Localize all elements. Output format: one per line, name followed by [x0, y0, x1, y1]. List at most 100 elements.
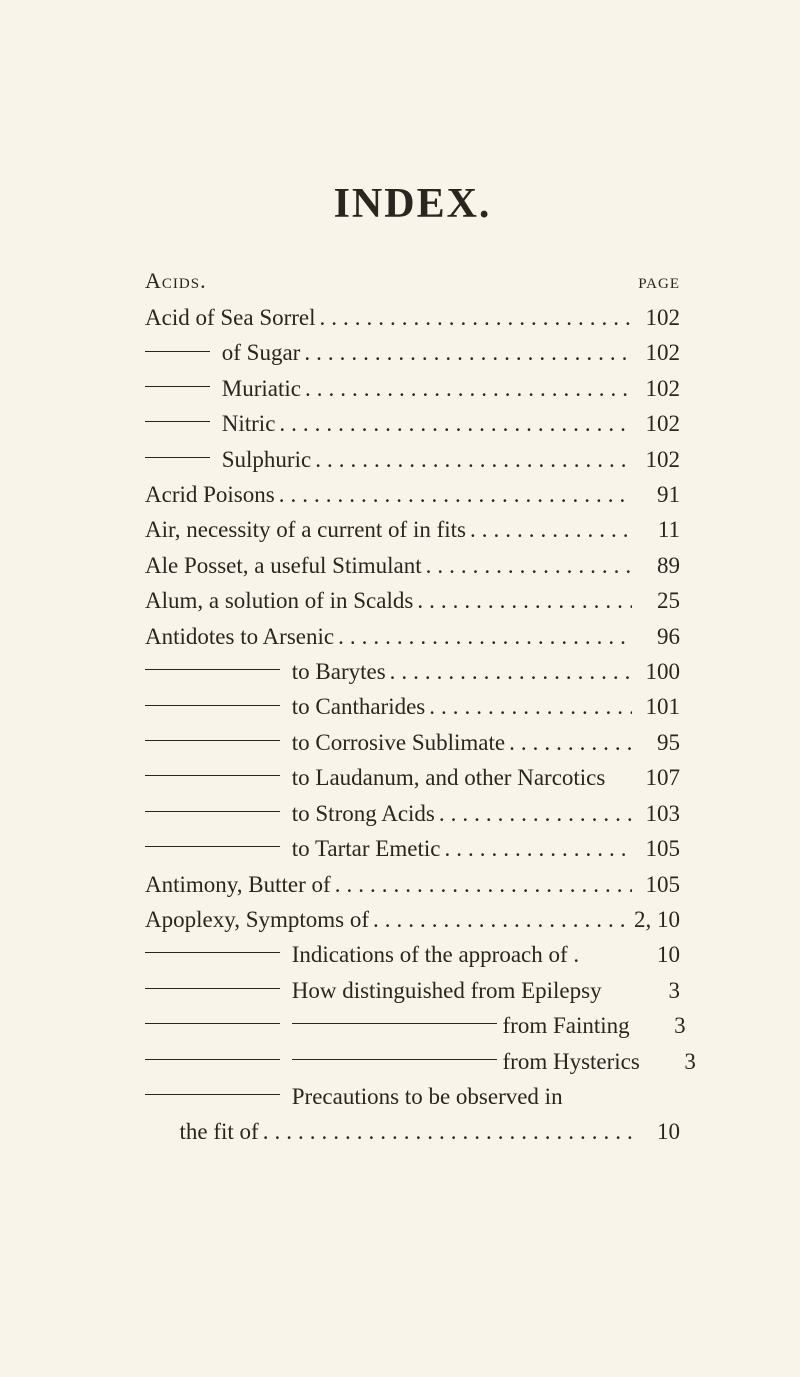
dot-leader: ........................................…: [413, 583, 632, 618]
dot-leader: ........................................…: [301, 371, 632, 406]
index-row: Acrid Poisons...........................…: [145, 477, 680, 512]
index-row: to Strong Acids.........................…: [145, 796, 680, 831]
entry-text: to Cantharides: [145, 689, 425, 724]
header-page: page: [638, 268, 680, 294]
ditto-dash: [145, 1059, 280, 1060]
page-number: 89: [632, 548, 680, 583]
page-number: 95: [632, 725, 680, 760]
index-row: Antidotes to Arsenic....................…: [145, 619, 680, 654]
ditto-dash: [145, 669, 280, 670]
index-row: How distinguished from Epilepsy3: [145, 973, 680, 1008]
entry-text: to Tartar Emetic: [145, 831, 440, 866]
ditto-dash: [145, 457, 210, 458]
entry-text-segment: to Corrosive Sublimate: [286, 730, 505, 755]
ditto-dash: [145, 351, 210, 352]
page-number: 91: [632, 477, 680, 512]
page-number: 102: [632, 371, 680, 406]
ditto-dash: [292, 1023, 497, 1024]
index-row: Air, necessity of a current of in fits..…: [145, 512, 680, 547]
dot-leader: ........................................…: [425, 689, 632, 724]
entry-text: of Sugar: [145, 335, 300, 370]
dot-leader: ........................................…: [386, 654, 632, 689]
dot-leader: ........................................…: [505, 725, 632, 760]
page-number: 102: [632, 300, 680, 335]
ditto-dash: [145, 775, 280, 776]
entry-text-segment: Acid of Sea Sorrel: [145, 305, 316, 330]
entry-text: to Laudanum, and other Narcotics: [145, 760, 605, 795]
page-number: 10: [632, 937, 680, 972]
entry-text: to Corrosive Sublimate: [145, 725, 505, 760]
entry-text: Alum, a solution of in Scalds: [145, 583, 413, 618]
entry-text-segment: the fit of: [145, 1119, 259, 1144]
dot-leader: ........................................…: [422, 548, 632, 583]
entry-text-segment: Antidotes to Arsenic: [145, 624, 334, 649]
entry-text-segment: [286, 1013, 292, 1038]
index-row: Antimony, Butter of.....................…: [145, 867, 680, 902]
index-row: Muriatic................................…: [145, 371, 680, 406]
dot-leader: ........................................…: [300, 335, 632, 370]
entry-text: Acid of Sea Sorrel: [145, 300, 316, 335]
entry-text-segment: from Hysterics: [497, 1049, 640, 1074]
page-number: 3: [648, 1044, 696, 1079]
index-row: to Laudanum, and other Narcotics 107: [145, 760, 680, 795]
entry-text: from Hysterics: [145, 1044, 640, 1079]
entry-text-segment: to Cantharides: [286, 694, 425, 719]
entry-text-segment: Ale Posset, a useful Stimulant: [145, 553, 422, 578]
ditto-dash: [145, 988, 280, 989]
ditto-dash: [145, 705, 280, 706]
entry-text: to Barytes: [145, 654, 386, 689]
page-number: 102: [632, 406, 680, 441]
index-row: to Corrosive Sublimate..................…: [145, 725, 680, 760]
entry-text-segment: Alum, a solution of in Scalds: [145, 588, 413, 613]
entry-text: How distinguished from Epilepsy: [145, 973, 602, 1008]
entry-text-segment: Air, necessity of a current of in fits: [145, 517, 466, 542]
entry-text: Acrid Poisons: [145, 477, 275, 512]
entry-text-segment: Nitric: [216, 411, 275, 436]
index-row: Indications of the approach of .10: [145, 937, 680, 972]
dot-leader: ........................................…: [369, 902, 632, 937]
dot-leader: ........................................…: [316, 300, 632, 335]
index-row: Sulphuric...............................…: [145, 442, 680, 477]
index-entries: Acid of Sea Sorrel......................…: [145, 300, 680, 1150]
index-page: INDEX. Acids. page Acid of Sea Sorrel...…: [0, 0, 800, 1377]
ditto-dash: [145, 1094, 280, 1095]
entry-text: Antimony, Butter of: [145, 867, 331, 902]
entry-text-segment: to Laudanum, and other Narcotics: [286, 765, 605, 790]
page-title: INDEX.: [145, 180, 680, 228]
index-row: to Barytes..............................…: [145, 654, 680, 689]
index-row: Ale Posset, a useful Stimulant..........…: [145, 548, 680, 583]
entry-text-segment: to Tartar Emetic: [286, 836, 440, 861]
dot-leader: ........................................…: [440, 831, 632, 866]
entry-text-segment: from Fainting: [497, 1013, 630, 1038]
page-number: 25: [632, 583, 680, 618]
index-row: from Hysterics3: [145, 1044, 680, 1079]
index-row: to Tartar Emetic........................…: [145, 831, 680, 866]
dot-leader: ........................................…: [435, 796, 632, 831]
page-number: 107: [632, 760, 680, 795]
index-row: Alum, a solution of in Scalds...........…: [145, 583, 680, 618]
index-row: the fit of..............................…: [145, 1114, 680, 1149]
entry-text: from Fainting: [145, 1008, 630, 1043]
entry-text-segment: Muriatic: [216, 376, 301, 401]
ditto-dash: [145, 386, 210, 387]
index-row: of Sugar................................…: [145, 335, 680, 370]
entry-text-segment: of Sugar: [216, 340, 300, 365]
index-row: to Cantharides..........................…: [145, 689, 680, 724]
entry-text: the fit of: [145, 1114, 259, 1149]
entry-text: Antidotes to Arsenic: [145, 619, 334, 654]
page-number: 10: [632, 1114, 680, 1149]
index-row: from Fainting3: [145, 1008, 680, 1043]
page-number: 105: [632, 831, 680, 866]
entry-text-segment: How distinguished from Epilepsy: [286, 978, 602, 1003]
page-number: 2, 10: [632, 902, 680, 937]
ditto-dash: [145, 952, 280, 953]
entry-text: Muriatic: [145, 371, 301, 406]
page-number: 102: [632, 335, 680, 370]
ditto-dash: [145, 1023, 280, 1024]
entry-text: Air, necessity of a current of in fits: [145, 512, 466, 547]
dot-leader: ........................................…: [275, 477, 632, 512]
ditto-dash: [145, 740, 280, 741]
entry-text-segment: Apoplexy, Symptoms of: [145, 907, 369, 932]
page-number: 103: [632, 796, 680, 831]
ditto-dash: [145, 811, 280, 812]
